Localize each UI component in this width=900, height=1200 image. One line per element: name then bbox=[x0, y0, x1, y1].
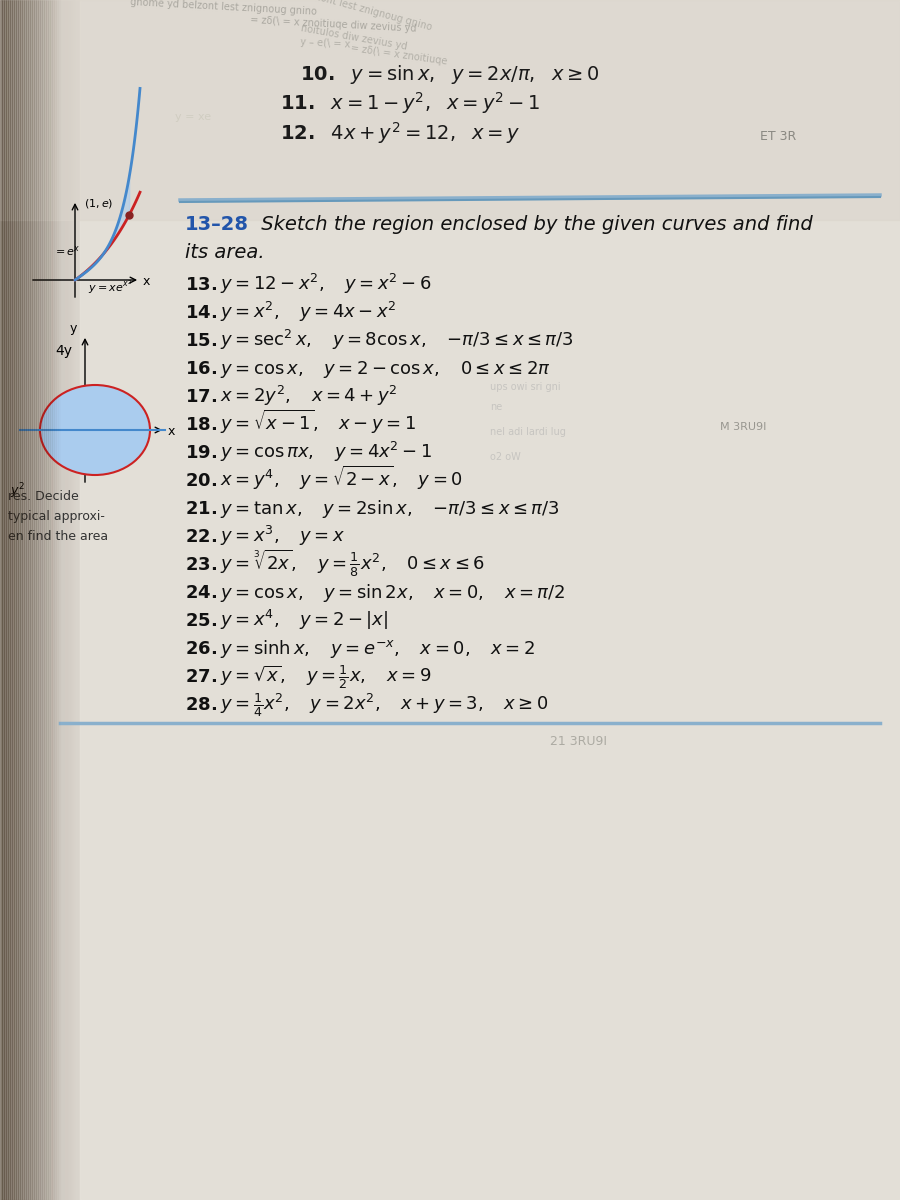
Text: ET 3R: ET 3R bbox=[760, 130, 796, 143]
Text: res. Decide: res. Decide bbox=[8, 490, 79, 503]
Text: $y = x^3,$   $y = x$: $y = x^3,$ $y = x$ bbox=[220, 524, 345, 548]
Text: $y = xe^{x^2}$: $y = xe^{x^2}$ bbox=[88, 278, 132, 296]
Text: $\mathbf{26.}$: $\mathbf{26.}$ bbox=[185, 640, 217, 658]
Text: $x = 2y^2,$   $x = 4 + y^2$: $x = 2y^2,$ $x = 4 + y^2$ bbox=[220, 384, 398, 408]
Text: $\mathbf{25.}$: $\mathbf{25.}$ bbox=[185, 612, 217, 630]
Text: M 3RU9I: M 3RU9I bbox=[720, 422, 767, 432]
Text: = zδ(\ = x znoitiuqe: = zδ(\ = x znoitiuqe bbox=[350, 43, 448, 67]
Text: $\mathbf{23.}$: $\mathbf{23.}$ bbox=[185, 556, 217, 574]
Text: 13–28: 13–28 bbox=[185, 215, 249, 234]
Text: $y^2$: $y^2$ bbox=[10, 481, 25, 500]
Text: $y = \cos x,$   $y = \sin 2x,$   $x = 0,$   $x = \pi/2$: $y = \cos x,$ $y = \sin 2x,$ $x = 0,$ $x… bbox=[220, 582, 565, 604]
Text: $y = x^4,$   $y = 2 - |x|$: $y = x^4,$ $y = 2 - |x|$ bbox=[220, 608, 388, 632]
Text: $y = \sinh x,$   $y = e^{-x},$   $x = 0,$   $x = 2$: $y = \sinh x,$ $y = e^{-x},$ $x = 0,$ $x… bbox=[220, 638, 535, 660]
Text: noitulos diw zevius yd: noitulos diw zevius yd bbox=[300, 24, 408, 52]
Text: x: x bbox=[143, 275, 150, 288]
Text: $\mathbf{27.}$: $\mathbf{27.}$ bbox=[185, 668, 217, 686]
Text: $\mathbf{19.}$: $\mathbf{19.}$ bbox=[185, 444, 217, 462]
Text: $y = \cos \pi x,$   $y = 4x^2 - 1$: $y = \cos \pi x,$ $y = 4x^2 - 1$ bbox=[220, 440, 432, 464]
Text: y – e(\ = x: y – e(\ = x bbox=[300, 37, 351, 50]
Text: $\mathbf{12.}$  $4x + y^2 = 12,$  $x = y$: $\mathbf{12.}$ $4x + y^2 = 12,$ $x = y$ bbox=[280, 120, 521, 146]
Text: Sketch the region enclosed by the given curves and find: Sketch the region enclosed by the given … bbox=[255, 215, 813, 234]
Text: = zδ(\ = x znoitiuqe diw zevius yd: = zδ(\ = x znoitiuqe diw zevius yd bbox=[250, 16, 417, 34]
Text: $y = \sqrt[3]{2x},$   $y = \frac{1}{8}x^2,$   $0 \leq x \leq 6$: $y = \sqrt[3]{2x},$ $y = \frac{1}{8}x^2,… bbox=[220, 548, 485, 580]
Text: $\mathbf{16.}$: $\mathbf{16.}$ bbox=[185, 360, 217, 378]
Text: typical approxi-: typical approxi- bbox=[8, 510, 105, 523]
Text: ups owi sri gni: ups owi sri gni bbox=[490, 382, 561, 392]
Ellipse shape bbox=[40, 385, 150, 475]
Text: $\mathbf{28.}$: $\mathbf{28.}$ bbox=[185, 696, 217, 714]
Text: en find the area: en find the area bbox=[8, 530, 108, 542]
Text: y: y bbox=[70, 322, 77, 335]
Text: $\mathbf{20.}$: $\mathbf{20.}$ bbox=[185, 472, 217, 490]
Text: $\mathbf{10.}$  $y = \sin x,$  $y = 2x/\pi,$  $x \geq 0$: $\mathbf{10.}$ $y = \sin x,$ $y = 2x/\pi… bbox=[300, 62, 599, 86]
Text: its area.: its area. bbox=[185, 242, 265, 262]
Text: gnome yd belzont lest znignoug gnino: gnome yd belzont lest znignoug gnino bbox=[250, 0, 433, 32]
Text: 4y: 4y bbox=[55, 344, 72, 358]
Text: x: x bbox=[168, 425, 176, 438]
Text: ne: ne bbox=[490, 402, 502, 412]
Text: $(1, e)$: $(1, e)$ bbox=[85, 198, 113, 210]
Text: gnome yd belzont lest znignoug gnino: gnome yd belzont lest znignoug gnino bbox=[130, 0, 317, 17]
Text: $y = \sqrt{x-1},$   $x - y = 1$: $y = \sqrt{x-1},$ $x - y = 1$ bbox=[220, 408, 416, 436]
Text: o2 oW: o2 oW bbox=[490, 452, 521, 462]
Text: $y = \sec^2 x,$   $y = 8\cos x,$   $-\pi/3 \leq x \leq \pi/3$: $y = \sec^2 x,$ $y = 8\cos x,$ $-\pi/3 \… bbox=[220, 328, 574, 352]
Text: $y = 12 - x^2,$   $y = x^2 - 6$: $y = 12 - x^2,$ $y = x^2 - 6$ bbox=[220, 272, 432, 296]
Text: nel adi lardi lug: nel adi lardi lug bbox=[490, 427, 566, 437]
Text: $y = x^2,$   $y = 4x - x^2$: $y = x^2,$ $y = 4x - x^2$ bbox=[220, 300, 397, 324]
Text: $y = \frac{1}{4}x^2,$   $y = 2x^2,$   $x + y = 3,$   $x \geq 0$: $y = \frac{1}{4}x^2,$ $y = 2x^2,$ $x + y… bbox=[220, 691, 549, 719]
Text: $\mathbf{21.}$: $\mathbf{21.}$ bbox=[185, 500, 217, 518]
Text: $\mathbf{22.}$: $\mathbf{22.}$ bbox=[185, 528, 217, 546]
Text: $y = \cos x,$   $y = 2 - \cos x,$   $0 \leq x \leq 2\pi$: $y = \cos x,$ $y = 2 - \cos x,$ $0 \leq … bbox=[220, 359, 551, 380]
Text: $\mathbf{14.}$: $\mathbf{14.}$ bbox=[185, 304, 217, 322]
Text: $y = \sqrt{x},$   $y = \frac{1}{2}x,$   $x = 9$: $y = \sqrt{x},$ $y = \frac{1}{2}x,$ $x =… bbox=[220, 664, 431, 691]
Text: $\mathbf{18.}$: $\mathbf{18.}$ bbox=[185, 416, 217, 434]
Text: 21 3RU9I: 21 3RU9I bbox=[550, 734, 607, 748]
Text: $\mathbf{17.}$: $\mathbf{17.}$ bbox=[185, 388, 217, 406]
Text: $\mathbf{11.}$  $x = 1 - y^2,$  $x = y^2 - 1$: $\mathbf{11.}$ $x = 1 - y^2,$ $x = y^2 -… bbox=[280, 90, 540, 116]
Text: $\mathbf{15.}$: $\mathbf{15.}$ bbox=[185, 332, 217, 350]
Text: $\mathbf{24.}$: $\mathbf{24.}$ bbox=[185, 584, 217, 602]
Text: y = xe: y = xe bbox=[175, 112, 211, 122]
Text: $\mathbf{13.}$: $\mathbf{13.}$ bbox=[185, 276, 217, 294]
Text: $= e^x$: $= e^x$ bbox=[53, 244, 81, 258]
Text: $y = \tan x,$   $y = 2\sin x,$   $-\pi/3 \leq x \leq \pi/3$: $y = \tan x,$ $y = 2\sin x,$ $-\pi/3 \le… bbox=[220, 498, 560, 520]
Text: $x = y^4,$   $y = \sqrt{2-x},$   $y = 0$: $x = y^4,$ $y = \sqrt{2-x},$ $y = 0$ bbox=[220, 464, 463, 492]
